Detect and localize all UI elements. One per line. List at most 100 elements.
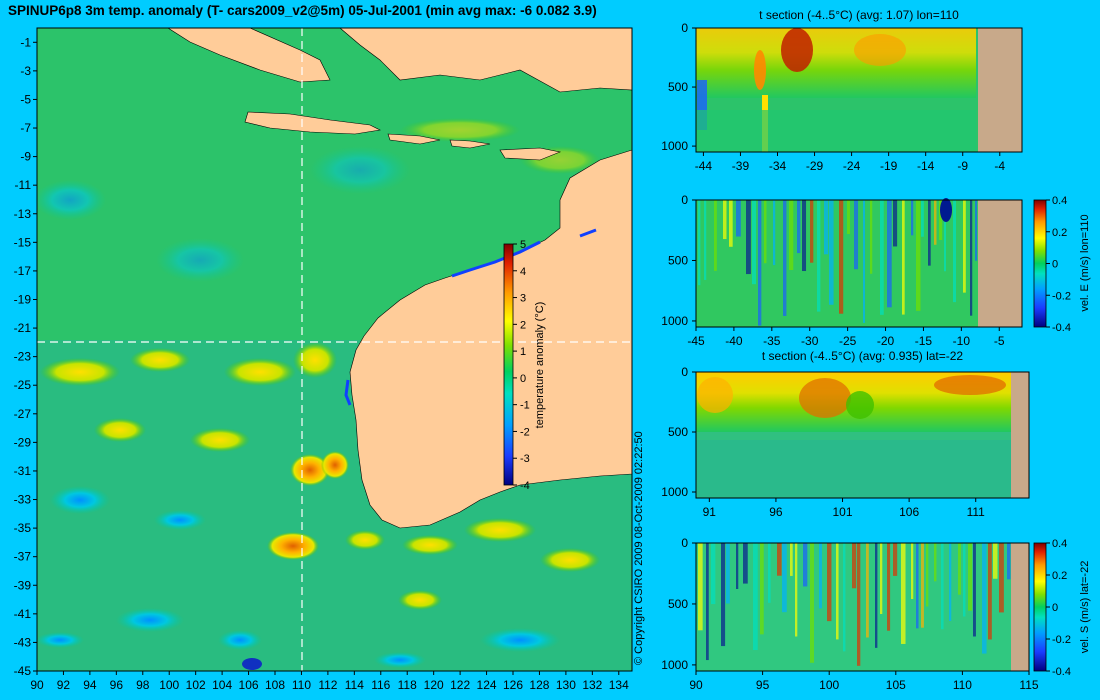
map-y-tick-label: -31 xyxy=(14,464,32,478)
section2-colorbar-tick-label: 0.2 xyxy=(1052,227,1067,239)
section4-colorbar-tick-label: 0 xyxy=(1052,602,1058,614)
map-y-axis: -1 -3 -5 -7 -9 -11 -13 -15 -17 -19 -21 -23 -25 -27 -29… xyxy=(14,35,37,678)
map-y-tick-label: -25 xyxy=(14,378,32,392)
section4-colorbar-tick-label: 0.4 xyxy=(1052,538,1067,550)
section2-colorbar-label: vel. E (m/s) lon=110 xyxy=(1079,214,1091,311)
map-y-tick-label: -3 xyxy=(20,64,31,78)
section1-y-tick-label: 1000 xyxy=(661,139,688,153)
map-x-axis: 90 92 94 96 98 100 102 104 106 108 110 112 114 116 118… xyxy=(30,671,629,692)
map-y-tick-label: -19 xyxy=(14,292,32,306)
section4-x-tick-label: 110 xyxy=(953,678,972,692)
map-x-tick-label: 112 xyxy=(318,678,337,692)
section3-x-tick-label: 111 xyxy=(967,505,986,519)
section2-x-tick-label: -20 xyxy=(877,334,895,348)
map-x-tick-label: 110 xyxy=(292,678,311,692)
map-colorbar-tick-label: 3 xyxy=(520,293,526,305)
section3-x-tick-label: 91 xyxy=(703,505,717,519)
section3-x-tick-label: 96 xyxy=(769,505,783,519)
section4-y-tick-label: 500 xyxy=(668,597,688,611)
map-y-tick-label: -13 xyxy=(14,207,32,221)
section-panel-4 xyxy=(695,542,1030,672)
map-colorbar-ticks: 5 4 3 2 1 0 -1 -2 -3 -4 xyxy=(513,239,530,492)
section1-y-tick-label: 0 xyxy=(681,21,688,35)
section2-x-tick-label: -5 xyxy=(994,334,1005,348)
section4-x-tick-label: 105 xyxy=(886,678,906,692)
map-eddies xyxy=(34,118,600,670)
map-x-tick-label: 132 xyxy=(582,678,602,692)
section4-x-tick-label: 95 xyxy=(756,678,770,692)
section2-colorbar-tick-label: -0.2 xyxy=(1052,290,1071,302)
map-y-tick-label: -21 xyxy=(14,321,32,335)
section3-y-tick-label: 0 xyxy=(681,365,688,379)
copyright-notice: © Copyright CSIRO 2009 08-Oct-2009 02:22… xyxy=(633,431,645,665)
section3-title: t section (-4..5°C) (avg: 0.935) lat=-22 xyxy=(761,349,964,363)
map-y-tick-label: -23 xyxy=(14,350,32,364)
section2-x-tick-label: -30 xyxy=(801,334,819,348)
section2-y-tick-label: 1000 xyxy=(661,314,688,328)
map-x-tick-label: 106 xyxy=(239,678,259,692)
section2-x-tick-label: -40 xyxy=(725,334,743,348)
map-x-tick-label: 128 xyxy=(529,678,549,692)
map-colorbar-label: temperature anomaly (°C) xyxy=(534,302,546,429)
map-colorbar-tick-label: -3 xyxy=(520,453,530,465)
map-y-tick-label: -17 xyxy=(14,264,32,278)
map-colorbar-tick-label: -4 xyxy=(520,480,530,492)
map-y-tick-label: -43 xyxy=(14,635,32,649)
section4-y-tick-label: 0 xyxy=(681,536,688,550)
map-y-tick-label: -39 xyxy=(14,578,32,592)
section1-title: t section (-4..5°C) (avg: 1.07) lon=110 xyxy=(759,8,959,22)
map-x-tick-label: 130 xyxy=(556,678,576,692)
section2-x-tick-label: -25 xyxy=(839,334,857,348)
section2-x-tick-label: -45 xyxy=(687,334,705,348)
section4-colorbar-tick-label: 0.2 xyxy=(1052,570,1067,582)
section1-x-tick-label: -4 xyxy=(994,159,1005,173)
map-x-tick-label: 102 xyxy=(186,678,206,692)
map-colorbar-tick-label: 5 xyxy=(520,239,526,251)
map-y-tick-label: -35 xyxy=(14,521,32,535)
section4-x-tick-label: 100 xyxy=(819,678,839,692)
section1-x-tick-label: -24 xyxy=(843,159,861,173)
section-panel-1 xyxy=(695,27,1023,153)
section1-x-tick-label: -9 xyxy=(957,159,968,173)
map-x-tick-label: 124 xyxy=(477,678,497,692)
map-x-tick-label: 118 xyxy=(398,678,417,692)
section2-y-tick-label: 500 xyxy=(668,253,688,267)
section4-colorbar xyxy=(1033,542,1047,672)
map-y-tick-label: -9 xyxy=(20,150,31,164)
section2-colorbar-tick-label: -0.4 xyxy=(1052,322,1071,334)
map-x-tick-label: 120 xyxy=(424,678,444,692)
map-colorbar-tick-label: -1 xyxy=(520,400,530,412)
section2-x-tick-label: -15 xyxy=(915,334,933,348)
section3-x-tick-label: 101 xyxy=(833,505,853,519)
map-y-tick-label: -45 xyxy=(14,664,32,678)
map-x-tick-label: 96 xyxy=(110,678,124,692)
page-title: SPINUP6p8 3m temp. anomaly (T- cars2009_… xyxy=(8,3,597,18)
map-y-tick-label: -7 xyxy=(20,121,31,135)
section1-x-tick-label: -19 xyxy=(880,159,898,173)
map-y-tick-label: -15 xyxy=(14,235,32,249)
map-x-tick-label: 90 xyxy=(30,678,44,692)
map-x-tick-label: 116 xyxy=(371,678,390,692)
section2-colorbar-tick-label: 0 xyxy=(1052,259,1058,271)
section3-y-tick-label: 500 xyxy=(668,425,688,439)
section4-x-tick-label: 115 xyxy=(1019,678,1038,692)
map-y-tick-label: -27 xyxy=(14,407,32,421)
section-panel-3 xyxy=(695,371,1030,499)
map-x-tick-label: 94 xyxy=(83,678,97,692)
section4-colorbar-tick-label: -0.4 xyxy=(1052,666,1071,678)
section2-y-tick-label: 0 xyxy=(681,193,688,207)
map-colorbar-tick-label: 1 xyxy=(520,346,526,358)
map-x-tick-label: 92 xyxy=(57,678,71,692)
map-colorbar-tick-label: 0 xyxy=(520,373,526,385)
map-x-tick-label: 126 xyxy=(503,678,523,692)
section1-x-tick-label: -34 xyxy=(769,159,787,173)
section1-x-tick-label: -44 xyxy=(695,159,713,173)
map-y-tick-label: -33 xyxy=(14,493,32,507)
map-y-tick-label: -41 xyxy=(14,607,32,621)
map-colorbar-tick-label: 2 xyxy=(520,319,526,331)
section4-y-tick-label: 1000 xyxy=(661,658,688,672)
map-x-tick-label: 108 xyxy=(265,678,285,692)
section2-colorbar-tick-label: 0.4 xyxy=(1052,195,1067,207)
